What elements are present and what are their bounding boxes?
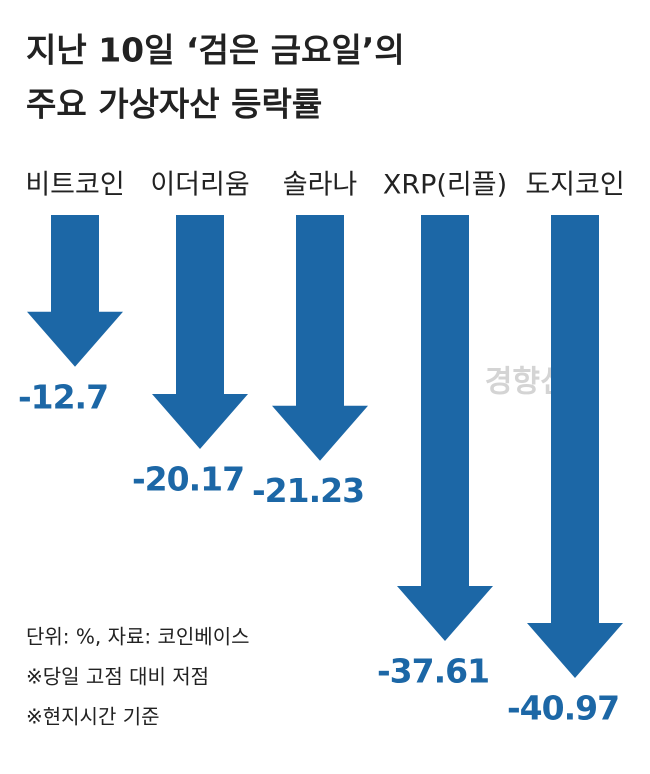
arrow (527, 215, 623, 678)
value-label: -37.61 (377, 652, 489, 691)
arrow (272, 215, 368, 461)
category-label: 도지코인 (525, 170, 624, 201)
note: 단위: %, 자료: 코인베이스 (26, 625, 250, 649)
note: ※현지시간 기준 (26, 705, 160, 729)
category-label: 이더리움 (150, 170, 249, 201)
arrow (152, 215, 248, 450)
value-label: -21.23 (252, 471, 364, 510)
arrow (27, 215, 123, 367)
arrow (397, 215, 493, 642)
value-label: -12.7 (18, 377, 108, 416)
value-label: -20.17 (132, 460, 244, 499)
chart-title: 주요 가상자산 등락률 (26, 85, 322, 124)
category-label: XRP(리플) (383, 170, 507, 201)
category-label: 비트코인 (25, 170, 124, 201)
note: ※당일 고점 대비 저점 (26, 665, 209, 689)
value-label: -40.97 (507, 689, 619, 728)
category-label: 솔라나 (283, 170, 358, 201)
chart-title: 지난 10일 ‘검은 금요일’의 (26, 31, 405, 70)
